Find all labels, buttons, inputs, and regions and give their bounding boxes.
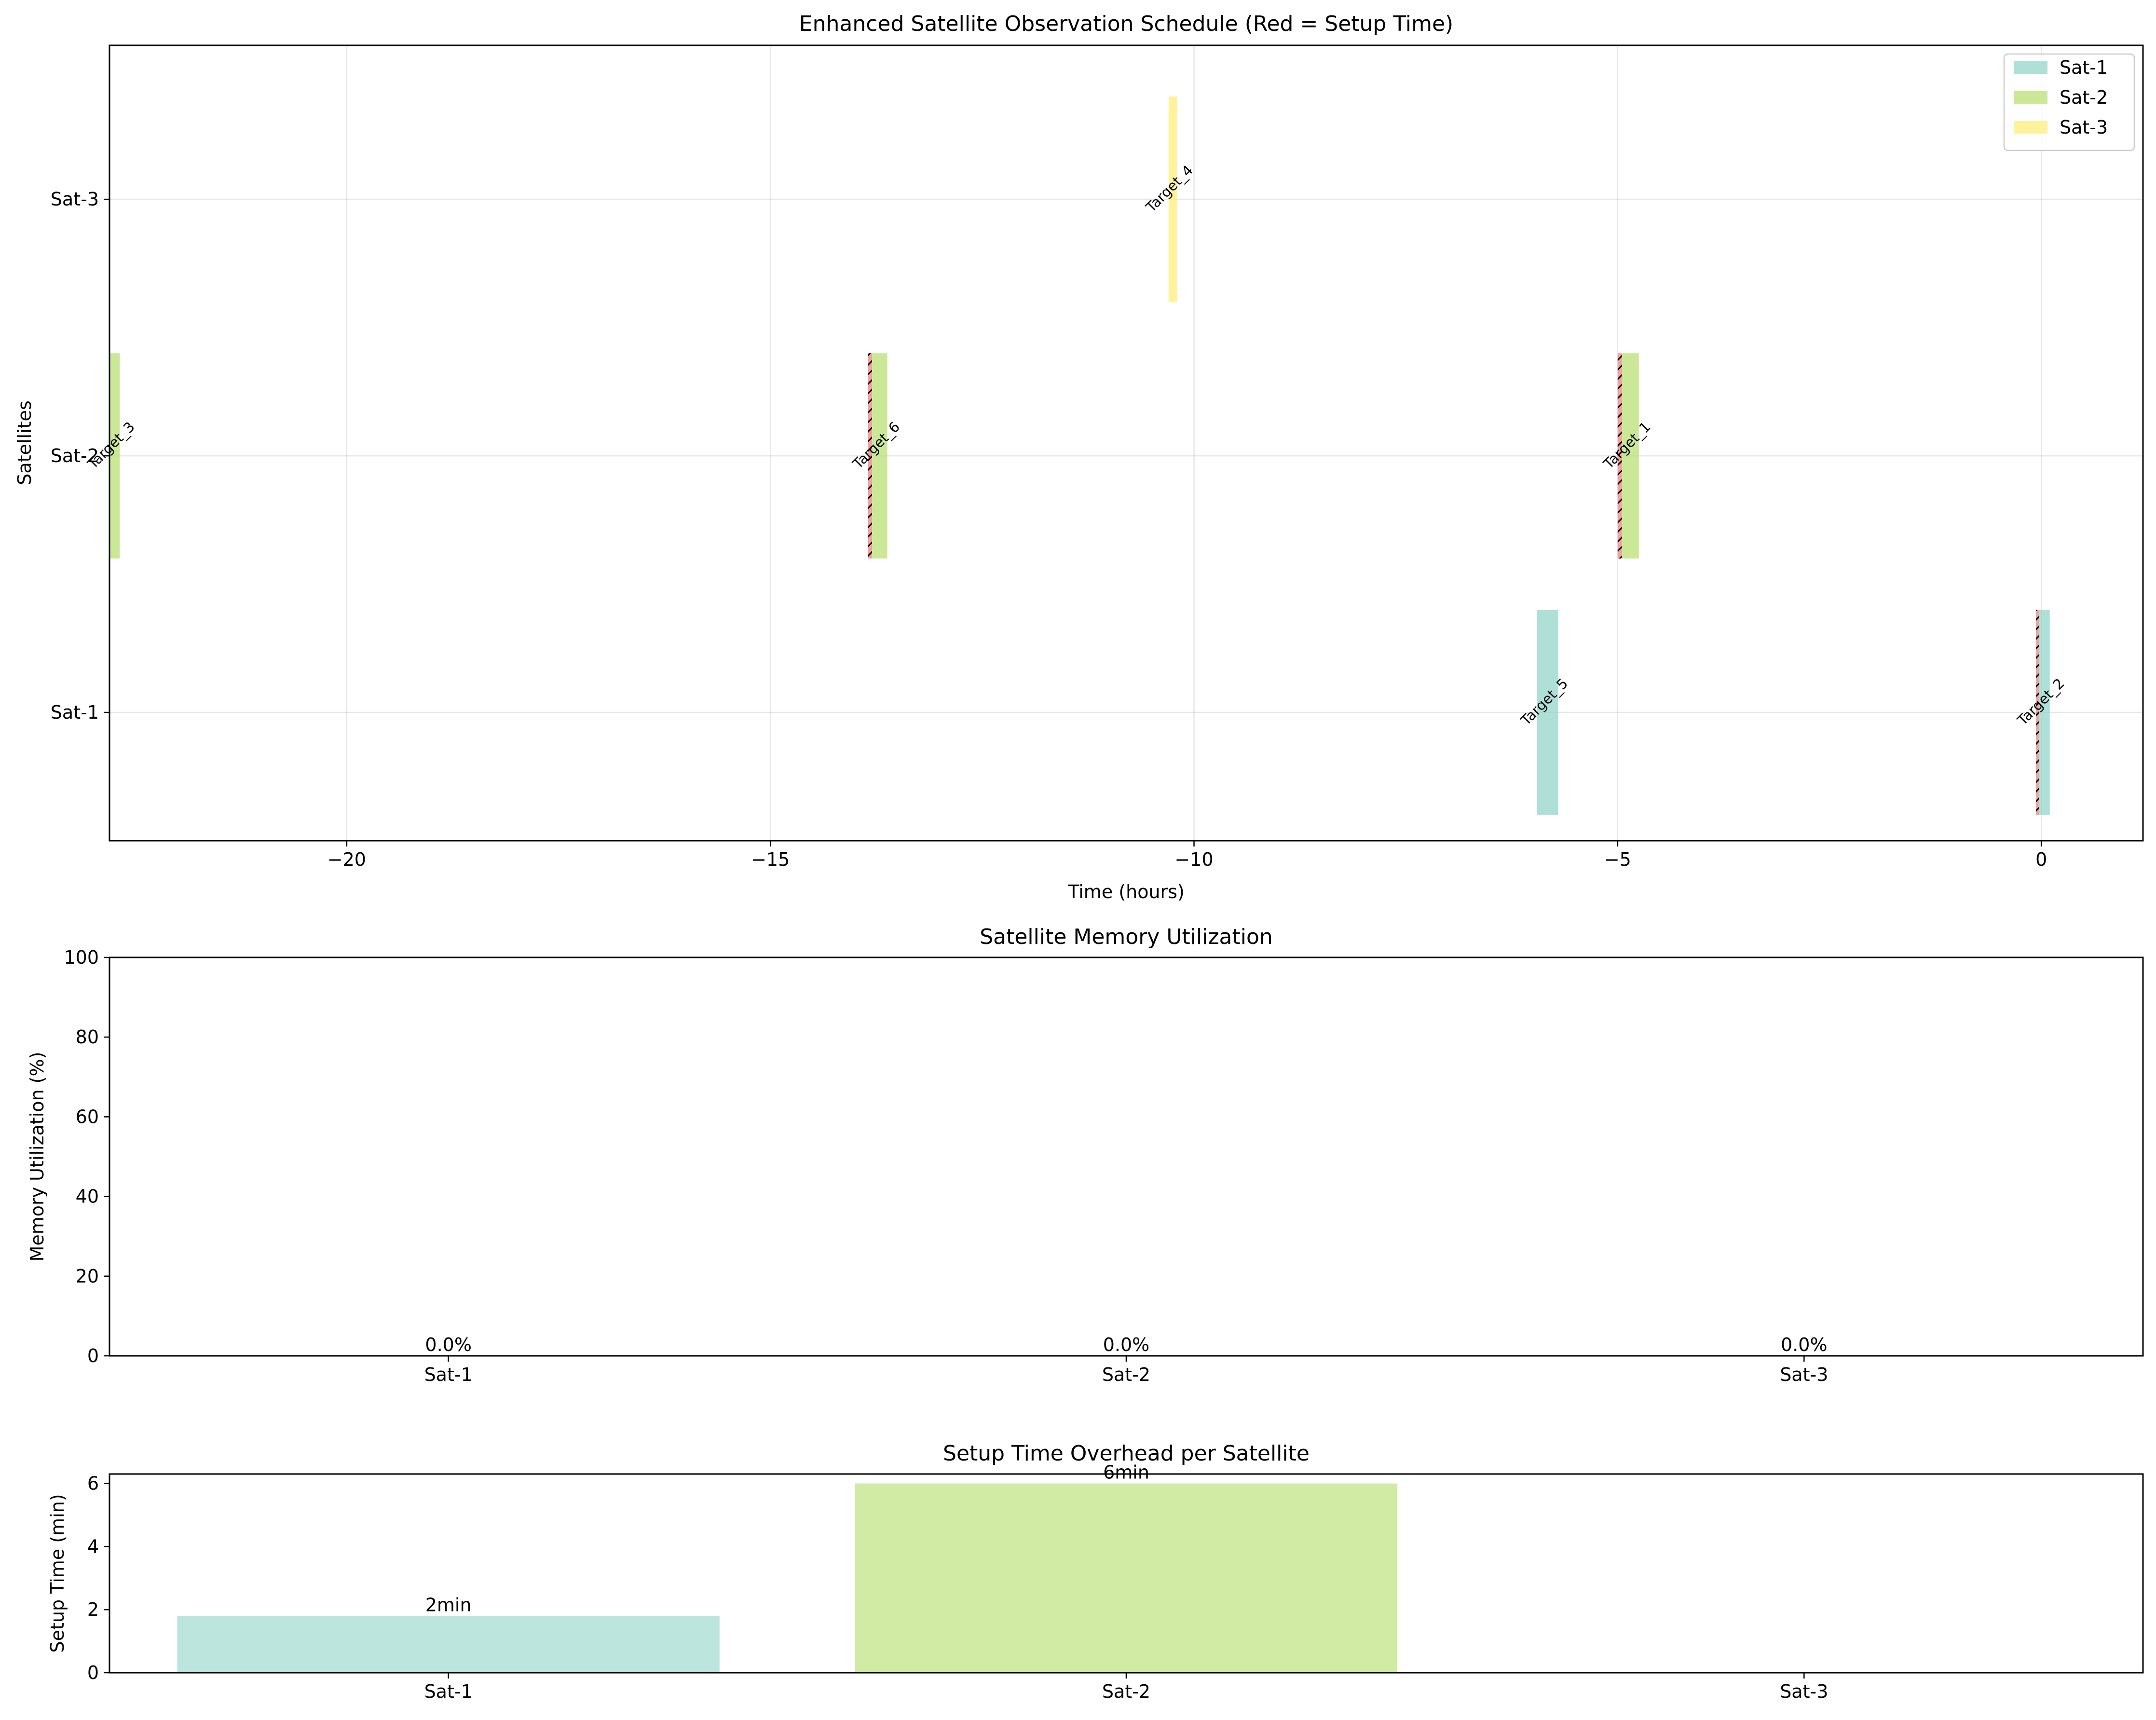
y-tick-label: 0 — [87, 1345, 99, 1366]
schedule-bars — [109, 96, 2050, 815]
y-tick-label: 0 — [87, 1662, 99, 1683]
schedule-legend: Sat-1 Sat-2 Sat-3 — [2003, 53, 2135, 151]
task-bar-target-2 — [2038, 610, 2050, 815]
y-tick-label-sat-1: Sat-1 — [51, 702, 99, 723]
setup-title: Setup Time Overhead per Satellite — [943, 1441, 1310, 1466]
x-tick-label-sat-2: Sat-2 — [1102, 1364, 1150, 1385]
value-label-sat-1: 2min — [425, 1594, 472, 1615]
setup-y-axis-label: Setup Time (min) — [47, 1494, 68, 1652]
legend-label-sat-2: Sat-2 — [2060, 87, 2108, 108]
legend-swatch-sat-1 — [2014, 61, 2047, 74]
bar-sat-1 — [177, 1616, 720, 1673]
legend-label-sat-1: Sat-1 — [2060, 57, 2108, 78]
y-tick-label: 80 — [76, 1026, 99, 1048]
task-bar-target-5 — [1537, 610, 1558, 815]
schedule-x-axis-label: Time (hours) — [1067, 881, 1185, 902]
y-tick-label: 2 — [87, 1599, 99, 1620]
y-tick-label: 6 — [87, 1473, 99, 1494]
legend-label-sat-3: Sat-3 — [2060, 117, 2108, 138]
x-tick-label: −20 — [327, 849, 366, 870]
memory-y-ticks: 0 20 40 60 80 100 — [64, 947, 109, 1366]
setup-hatch-target-1 — [1617, 353, 1622, 559]
task-bar-target-4 — [1168, 96, 1177, 302]
x-tick-label: −5 — [1604, 849, 1631, 870]
x-tick-label: −10 — [1174, 849, 1213, 870]
setup-x-ticks: Sat-1 Sat-2 Sat-3 — [424, 1673, 1828, 1702]
y-tick-label: 60 — [76, 1106, 99, 1127]
memory-title: Satellite Memory Utilization — [980, 925, 1273, 949]
legend-swatch-sat-3 — [2014, 121, 2047, 134]
value-label-sat-1: 0.0% — [425, 1334, 472, 1355]
schedule-y-ticks: Sat-1 Sat-2 Sat-3 — [51, 189, 109, 723]
x-tick-label: −15 — [751, 849, 790, 870]
x-tick-label-sat-3: Sat-3 — [1780, 1681, 1828, 1702]
setup-panel: Sat-1 Sat-2 Sat-3 0 2 4 6 2min 6min Setup Time… — [47, 1441, 2144, 1702]
task-bar-target-6 — [872, 353, 887, 559]
y-tick-label: 100 — [64, 947, 99, 968]
x-tick-label-sat-2: Sat-2 — [1102, 1681, 1150, 1702]
value-label-sat-2: 0.0% — [1103, 1334, 1150, 1355]
schedule-title: Enhanced Satellite Observation Schedule … — [799, 12, 1453, 36]
value-label-sat-2: 6min — [1103, 1462, 1149, 1483]
y-tick-label: 40 — [76, 1186, 99, 1207]
value-label-sat-3: 0.0% — [1781, 1334, 1828, 1355]
x-tick-label-sat-3: Sat-3 — [1780, 1364, 1828, 1385]
x-tick-label: 0 — [2035, 849, 2047, 870]
x-tick-label-sat-1: Sat-1 — [424, 1364, 473, 1385]
memory-value-labels: 0.0% 0.0% 0.0% — [425, 1334, 1827, 1355]
schedule-y-axis-label: Satellites — [14, 400, 35, 485]
y-tick-label-sat-3: Sat-3 — [51, 189, 99, 210]
legend-swatch-sat-2 — [2014, 91, 2047, 104]
setup-value-labels: 2min 6min — [425, 1462, 1149, 1616]
setup-hatch-target-6 — [868, 353, 872, 559]
y-tick-label-sat-2: Sat-2 — [51, 445, 99, 466]
schedule-axes-frame — [109, 44, 2144, 842]
memory-axes-frame — [109, 956, 2144, 1357]
task-bar-target-1 — [1622, 353, 1639, 559]
task-bar-target-3 — [109, 353, 120, 559]
schedule-gridlines — [109, 45, 2143, 841]
memory-x-ticks: Sat-1 Sat-2 Sat-3 — [424, 1356, 1828, 1385]
setup-bars — [177, 1483, 1398, 1673]
y-tick-label: 4 — [87, 1536, 99, 1557]
memory-y-axis-label: Memory Utilization (%) — [27, 1052, 48, 1262]
y-tick-label: 20 — [76, 1266, 99, 1287]
setup-y-ticks: 0 2 4 6 — [87, 1473, 109, 1683]
bar-sat-2 — [855, 1483, 1398, 1673]
x-tick-label-sat-1: Sat-1 — [424, 1681, 473, 1702]
setup-hatch-target-2 — [2035, 610, 2039, 815]
schedule-x-ticks: −20 −15 −10 −5 0 — [327, 841, 2047, 870]
